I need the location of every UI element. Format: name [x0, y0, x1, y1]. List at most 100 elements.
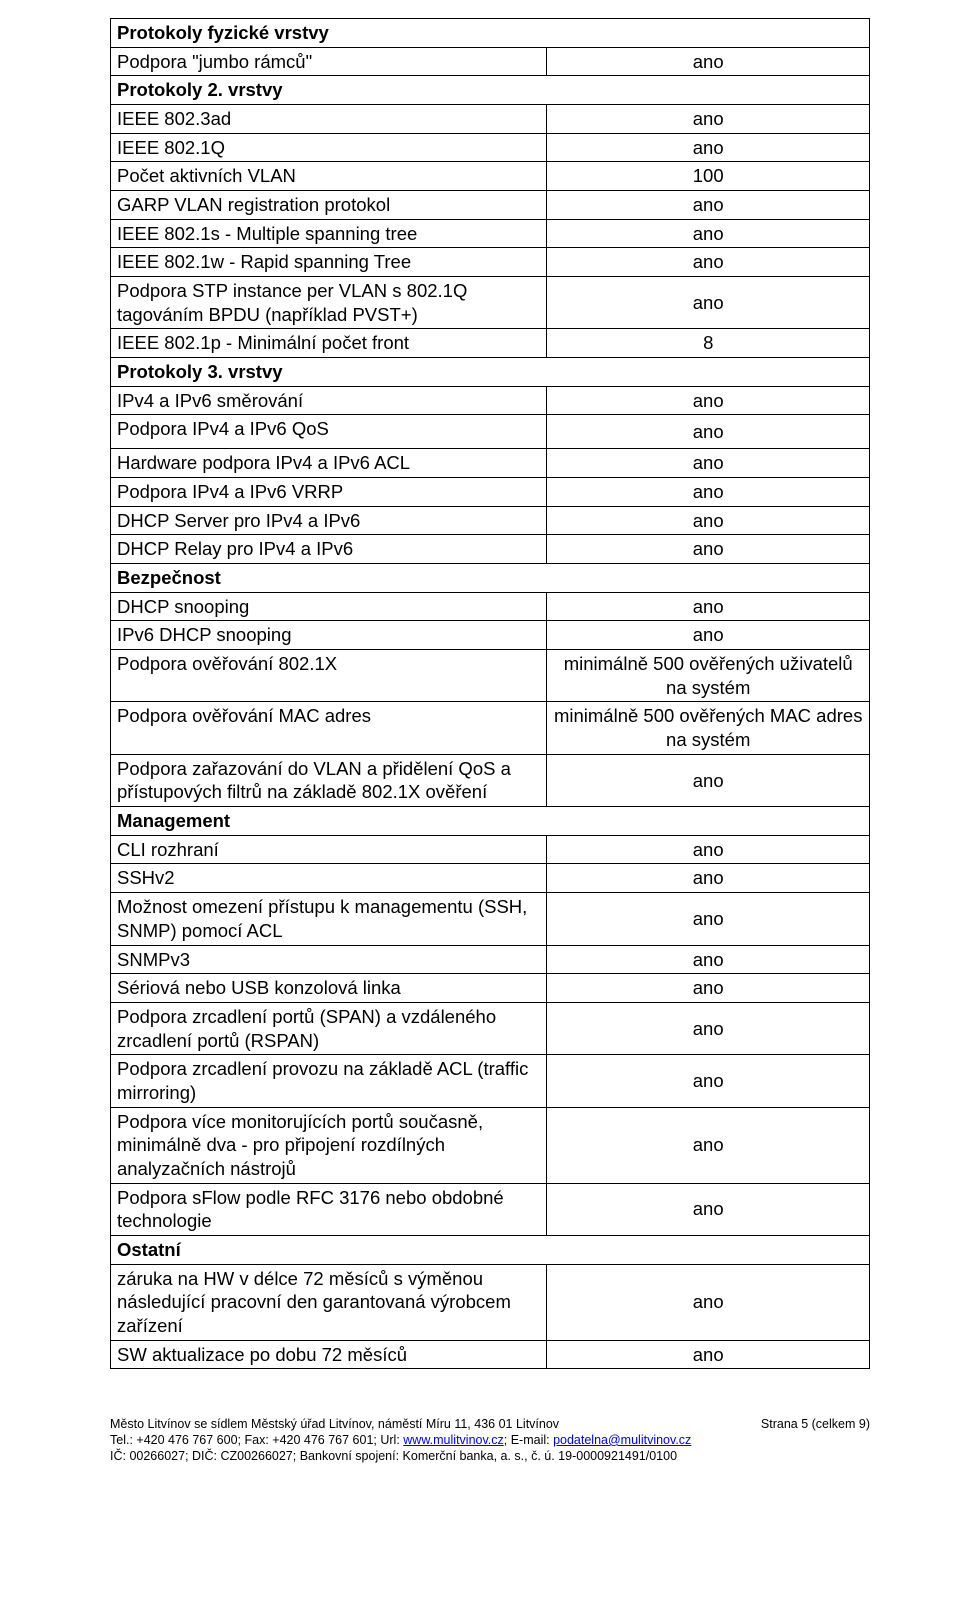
table-row: Ostatní — [111, 1235, 870, 1264]
table-row: Podpora více monitorujících portů součas… — [111, 1107, 870, 1183]
spec-label-cell: Hardware podpora IPv4 a IPv6 ACL — [111, 449, 547, 478]
spec-value-cell: ano — [547, 535, 870, 564]
footer-tel: Tel.: +420 476 767 600; Fax: +420 476 76… — [110, 1433, 403, 1447]
spec-value-cell: ano — [547, 754, 870, 806]
section-header-cell: Management — [111, 807, 870, 836]
spec-value-cell: ano — [547, 1264, 870, 1340]
spec-table: Protokoly fyzické vrstvyPodpora "jumbo r… — [110, 18, 870, 1369]
spec-label-cell: SSHv2 — [111, 864, 547, 893]
table-row: Podpora IPv4 a IPv6 VRRPano — [111, 478, 870, 507]
table-row: Podpora zařazování do VLAN a přidělení Q… — [111, 754, 870, 806]
spec-value-cell: ano — [547, 105, 870, 134]
footer-url-link[interactable]: www.mulitvinov.cz — [403, 1433, 503, 1447]
spec-value-cell: ano — [547, 1002, 870, 1054]
spec-label-cell: Podpora zrcadlení provozu na základě ACL… — [111, 1055, 547, 1107]
table-row: Protokoly 3. vrstvy — [111, 358, 870, 387]
spec-label-cell: Podpora IPv4 a IPv6 QoS — [111, 415, 547, 449]
spec-label-cell: záruka na HW v délce 72 měsíců s výměnou… — [111, 1264, 547, 1340]
footer-page-number: Strana 5 (celkem 9) — [741, 1417, 870, 1433]
table-row: Podpora ověřování 802.1Xminimálně 500 ov… — [111, 650, 870, 702]
spec-value-cell: ano — [547, 1055, 870, 1107]
footer-email-label: ; E-mail: — [504, 1433, 553, 1447]
spec-label-cell: Možnost omezení přístupu k managementu (… — [111, 893, 547, 945]
spec-value-cell: minimálně 500 ověřených MAC adres na sys… — [547, 702, 870, 754]
section-header-cell: Protokoly fyzické vrstvy — [111, 19, 870, 48]
table-row: Protokoly fyzické vrstvy — [111, 19, 870, 48]
table-row: Podpora STP instance per VLAN s 802.1Q t… — [111, 277, 870, 329]
spec-label-cell: GARP VLAN registration protokol — [111, 191, 547, 220]
table-row: záruka na HW v délce 72 měsíců s výměnou… — [111, 1264, 870, 1340]
document-page: Protokoly fyzické vrstvyPodpora "jumbo r… — [0, 0, 960, 1484]
spec-value-cell: ano — [547, 1340, 870, 1369]
spec-value-cell: ano — [547, 1183, 870, 1235]
spec-value-cell: ano — [547, 386, 870, 415]
table-row: Podpora ověřování MAC adresminimálně 500… — [111, 702, 870, 754]
section-header-cell: Ostatní — [111, 1235, 870, 1264]
spec-value-cell: ano — [547, 415, 870, 449]
spec-value-cell: ano — [547, 133, 870, 162]
table-row: Hardware podpora IPv4 a IPv6 ACLano — [111, 449, 870, 478]
footer-email-link[interactable]: podatelna@mulitvinov.cz — [553, 1433, 691, 1447]
spec-value-cell: ano — [547, 191, 870, 220]
table-row: IEEE 802.1Qano — [111, 133, 870, 162]
table-row: Možnost omezení přístupu k managementu (… — [111, 893, 870, 945]
spec-label-cell: Podpora více monitorujících portů součas… — [111, 1107, 547, 1183]
table-row: GARP VLAN registration protokolano — [111, 191, 870, 220]
spec-label-cell: CLI rozhraní — [111, 835, 547, 864]
table-row: Podpora zrcadlení provozu na základě ACL… — [111, 1055, 870, 1107]
spec-value-cell: ano — [547, 864, 870, 893]
section-header-cell: Protokoly 2. vrstvy — [111, 76, 870, 105]
table-row: Management — [111, 807, 870, 836]
spec-value-cell: ano — [547, 1107, 870, 1183]
table-row: DHCP snoopingano — [111, 592, 870, 621]
spec-label-cell: IEEE 802.1p - Minimální počet front — [111, 329, 547, 358]
spec-value-cell: ano — [547, 621, 870, 650]
spec-label-cell: IPv4 a IPv6 směrování — [111, 386, 547, 415]
table-row: IEEE 802.3adano — [111, 105, 870, 134]
spec-label-cell: Podpora STP instance per VLAN s 802.1Q t… — [111, 277, 547, 329]
spec-value-cell: minimálně 500 ověřených uživatelů na sys… — [547, 650, 870, 702]
table-row: Bezpečnost — [111, 564, 870, 593]
spec-label-cell: Podpora IPv4 a IPv6 VRRP — [111, 478, 547, 507]
table-row: Podpora sFlow podle RFC 3176 nebo obdobn… — [111, 1183, 870, 1235]
spec-label-cell: IPv6 DHCP snooping — [111, 621, 547, 650]
table-row: IEEE 802.1s - Multiple spanning treeano — [111, 219, 870, 248]
spec-label-cell: DHCP snooping — [111, 592, 547, 621]
table-row: Protokoly 2. vrstvy — [111, 76, 870, 105]
spec-value-cell: 100 — [547, 162, 870, 191]
spec-label-cell: Podpora ověřování 802.1X — [111, 650, 547, 702]
table-row: Sériová nebo USB konzolová linkaano — [111, 974, 870, 1003]
spec-label-cell: IEEE 802.1w - Rapid spanning Tree — [111, 248, 547, 277]
spec-value-cell: ano — [547, 219, 870, 248]
spec-label-cell: Podpora sFlow podle RFC 3176 nebo obdobn… — [111, 1183, 547, 1235]
section-header-cell: Bezpečnost — [111, 564, 870, 593]
spec-value-cell: ano — [547, 248, 870, 277]
spec-label-cell: Podpora zařazování do VLAN a přidělení Q… — [111, 754, 547, 806]
spec-value-cell: ano — [547, 893, 870, 945]
table-row: DHCP Relay pro IPv4 a IPv6ano — [111, 535, 870, 564]
spec-value-cell: ano — [547, 277, 870, 329]
spec-label-cell: SNMPv3 — [111, 945, 547, 974]
footer-company-info: IČ: 00266027; DIČ: CZ00266027; Bankovní … — [110, 1449, 870, 1465]
spec-label-cell: IEEE 802.3ad — [111, 105, 547, 134]
table-row: CLI rozhraníano — [111, 835, 870, 864]
table-row: SW aktualizace po dobu 72 měsícůano — [111, 1340, 870, 1369]
footer-address: Město Litvínov se sídlem Městský úřad Li… — [110, 1417, 559, 1433]
table-row: IPv4 a IPv6 směrováníano — [111, 386, 870, 415]
table-row: SNMPv3ano — [111, 945, 870, 974]
section-header-cell: Protokoly 3. vrstvy — [111, 358, 870, 387]
spec-label-cell: IEEE 802.1Q — [111, 133, 547, 162]
table-row: SSHv2ano — [111, 864, 870, 893]
table-row: Počet aktivních VLAN100 — [111, 162, 870, 191]
spec-value-cell: 8 — [547, 329, 870, 358]
spec-value-cell: ano — [547, 478, 870, 507]
spec-value-cell: ano — [547, 974, 870, 1003]
spec-label-cell: Podpora zrcadlení portů (SPAN) a vzdálen… — [111, 1002, 547, 1054]
spec-label-cell: Podpora ověřování MAC adres — [111, 702, 547, 754]
spec-value-cell: ano — [547, 835, 870, 864]
spec-value-cell: ano — [547, 506, 870, 535]
spec-label-cell: IEEE 802.1s - Multiple spanning tree — [111, 219, 547, 248]
spec-label-cell: DHCP Relay pro IPv4 a IPv6 — [111, 535, 547, 564]
spec-value-cell: ano — [547, 592, 870, 621]
table-row: IEEE 802.1w - Rapid spanning Treeano — [111, 248, 870, 277]
